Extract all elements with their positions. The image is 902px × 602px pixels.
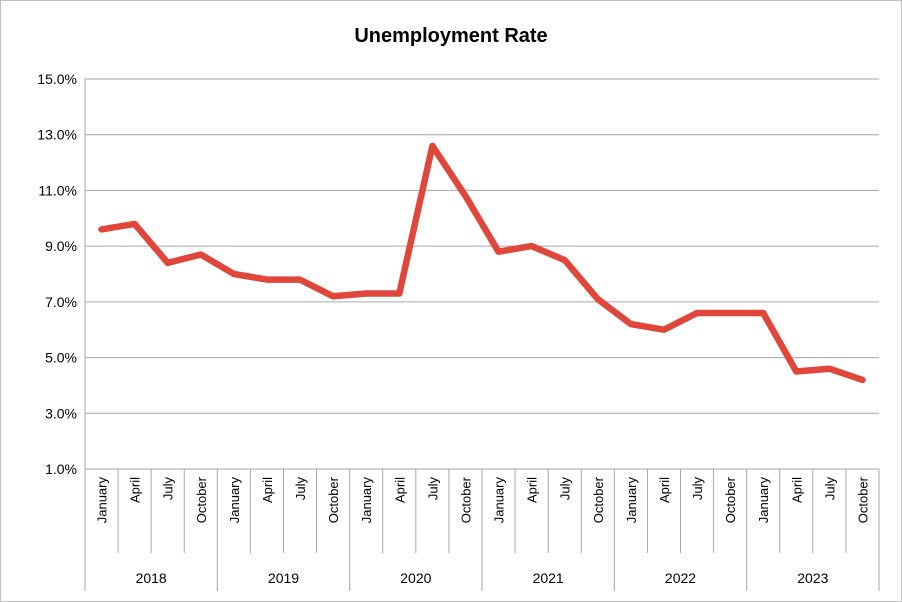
series-line	[98, 142, 866, 384]
x-tick-labels: January April July October January April July O…	[95, 476, 871, 586]
x-tick-label: January	[624, 477, 639, 524]
x-tick-label: April	[260, 477, 275, 503]
x-tick-label: July	[690, 477, 705, 501]
x-tick-label: October	[591, 476, 606, 523]
axes	[84, 79, 880, 591]
x-tick-label: April	[525, 477, 540, 503]
x-tick-label: January	[492, 477, 507, 524]
year-label: 2020	[400, 570, 431, 586]
y-tick-label: 1.0%	[45, 461, 77, 477]
y-tick-label: 7.0%	[45, 294, 77, 310]
year-label: 2021	[533, 570, 564, 586]
y-tick-label: 3.0%	[45, 405, 77, 421]
x-tick-label: July	[161, 477, 176, 501]
y-tick-label: 11.0%	[38, 182, 77, 198]
x-tick-label: July	[425, 477, 440, 501]
x-tick-label: October	[458, 476, 473, 523]
chart-title: Unemployment Rate	[354, 25, 547, 47]
x-tick-label: January	[227, 477, 242, 524]
y-tick-label: 5.0%	[45, 350, 77, 366]
x-tick-label: July	[558, 477, 573, 501]
y-tick-label: 15.0%	[37, 71, 77, 87]
x-tick-label: October	[723, 476, 738, 523]
x-tick-label: October	[855, 476, 870, 523]
x-tick-label: January	[95, 477, 110, 524]
x-tick-label: April	[128, 477, 143, 503]
x-tick-label: July	[822, 477, 837, 501]
x-tick-label: April	[789, 477, 804, 503]
year-label: 2018	[136, 570, 167, 586]
year-label: 2022	[665, 570, 696, 586]
y-tick-label: 13.0%	[37, 127, 77, 143]
gridlines	[85, 78, 879, 414]
x-tick-label: October	[194, 476, 209, 523]
year-label: 2023	[797, 570, 828, 586]
x-tick-label: April	[657, 477, 672, 503]
year-label: 2019	[268, 570, 299, 586]
x-tick-label: July	[293, 477, 308, 501]
y-tick-label: 9.0%	[45, 238, 77, 254]
series-layer	[98, 142, 866, 384]
x-tick-label: April	[392, 477, 407, 503]
y-tick-labels: 1.0% 3.0% 5.0% 7.0% 9.0% 11.0% 13.0% 15.0%	[37, 71, 77, 477]
x-tick-label: October	[326, 476, 341, 523]
x-tick-label: January	[359, 477, 374, 524]
x-tick-label: January	[756, 477, 771, 524]
